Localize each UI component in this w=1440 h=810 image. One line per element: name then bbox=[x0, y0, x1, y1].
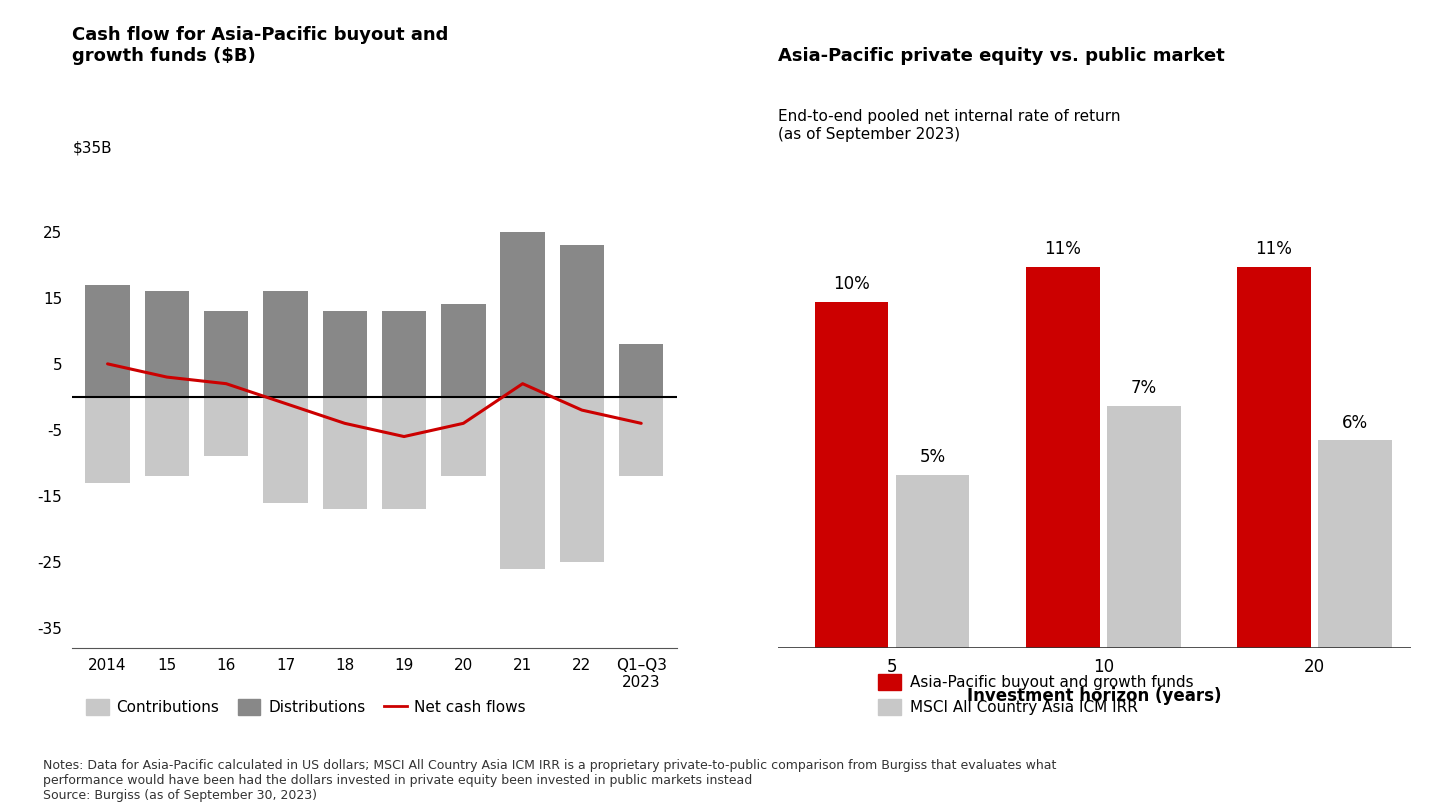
Bar bbox=[1237, 267, 1310, 648]
Text: 5%: 5% bbox=[919, 448, 946, 467]
Bar bbox=[144, 291, 189, 397]
Bar bbox=[85, 397, 130, 483]
Bar bbox=[501, 232, 544, 397]
Text: End-to-end pooled net internal rate of return
(as of September 2023): End-to-end pooled net internal rate of r… bbox=[778, 109, 1120, 142]
Bar bbox=[815, 301, 888, 648]
Bar bbox=[501, 397, 544, 569]
Text: 10%: 10% bbox=[834, 275, 870, 293]
Bar bbox=[1025, 267, 1100, 648]
Bar bbox=[264, 397, 308, 503]
Bar bbox=[1318, 440, 1392, 648]
Bar bbox=[619, 344, 664, 397]
Text: 11%: 11% bbox=[1256, 241, 1292, 258]
Bar bbox=[382, 397, 426, 509]
Bar bbox=[204, 311, 249, 397]
Bar bbox=[441, 305, 485, 397]
Bar bbox=[264, 291, 308, 397]
Bar bbox=[204, 397, 249, 456]
Bar bbox=[619, 397, 664, 476]
Bar bbox=[323, 311, 367, 397]
Bar bbox=[560, 397, 605, 562]
Bar bbox=[1107, 406, 1181, 648]
Bar bbox=[896, 475, 969, 648]
Text: Cash flow for Asia-Pacific buyout and
growth funds ($B): Cash flow for Asia-Pacific buyout and gr… bbox=[72, 26, 448, 65]
X-axis label: Investment horizon (years): Investment horizon (years) bbox=[968, 687, 1221, 705]
Bar bbox=[85, 284, 130, 397]
Bar bbox=[382, 311, 426, 397]
Bar bbox=[144, 397, 189, 476]
Bar bbox=[323, 397, 367, 509]
Bar bbox=[441, 397, 485, 476]
Legend: Contributions, Distributions, Net cash flows: Contributions, Distributions, Net cash f… bbox=[79, 693, 531, 722]
Text: 7%: 7% bbox=[1130, 379, 1156, 397]
Text: Asia-Pacific private equity vs. public market: Asia-Pacific private equity vs. public m… bbox=[778, 47, 1224, 65]
Text: 6%: 6% bbox=[1342, 414, 1368, 432]
Bar bbox=[560, 245, 605, 397]
Text: Notes: Data for Asia-Pacific calculated in US dollars; MSCI All Country Asia ICM: Notes: Data for Asia-Pacific calculated … bbox=[43, 759, 1057, 802]
Text: $35B: $35B bbox=[73, 141, 112, 156]
Legend: Asia-Pacific buyout and growth funds, MSCI All Country Asia ICM IRR: Asia-Pacific buyout and growth funds, MS… bbox=[871, 668, 1200, 722]
Text: 11%: 11% bbox=[1044, 241, 1081, 258]
